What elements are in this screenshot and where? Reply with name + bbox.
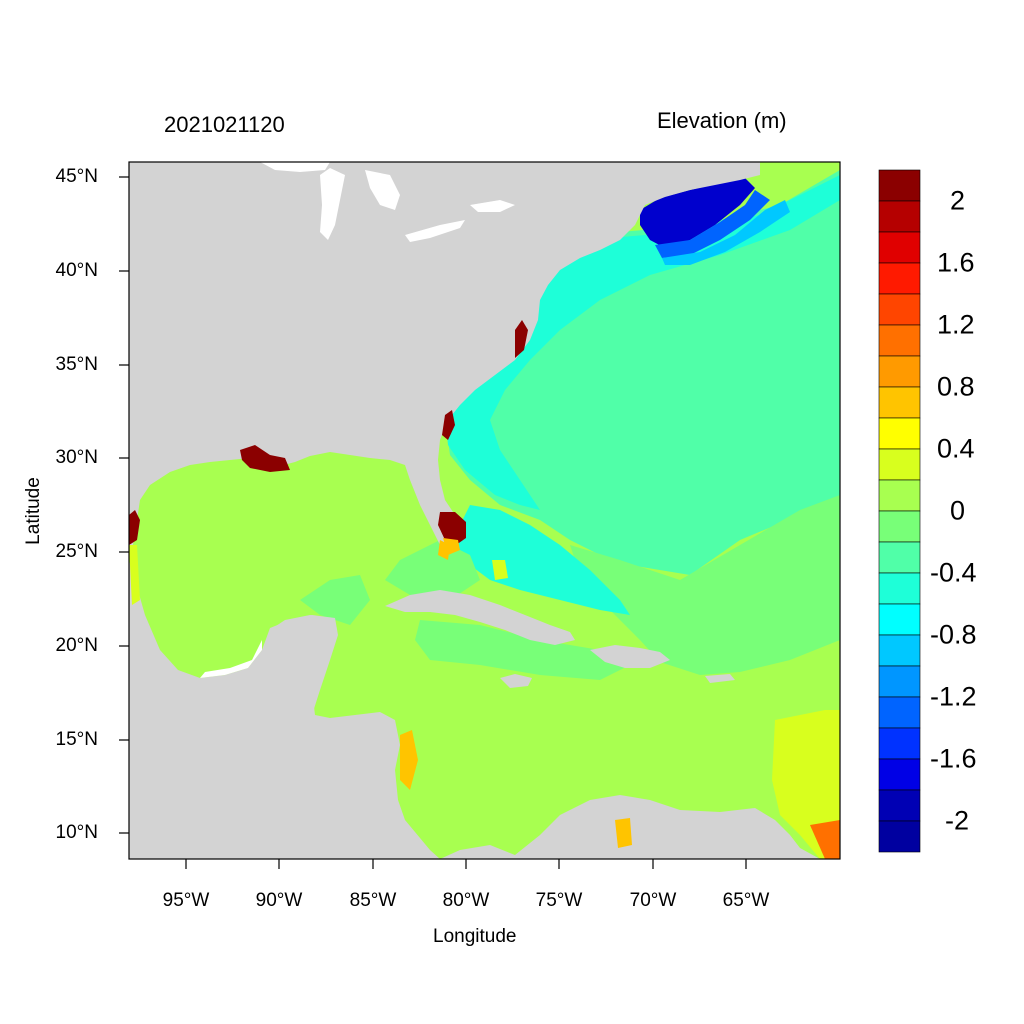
colorbar-label: 1.6 [937, 247, 975, 278]
positive-anomaly-areas [400, 538, 632, 848]
colorbar-segment [878, 324, 921, 357]
gulf-coast-white [200, 640, 262, 678]
florida-surge [438, 512, 466, 545]
yucatan-channel-patch [300, 575, 370, 625]
colorbar-segment [878, 510, 921, 543]
jamaica-land [500, 674, 532, 688]
storm-surge-areas [129, 320, 528, 545]
colorbar-label: 0 [950, 495, 966, 526]
y-tick-label: 40°N [55, 260, 98, 281]
x-tick-label: 95°W [162, 890, 210, 911]
colorbar-segment [878, 262, 921, 295]
gulf-of-maine-edge [655, 190, 770, 258]
gulf-positive [438, 540, 450, 560]
colorbar-label: -0.8 [930, 619, 977, 650]
x-tick-label: 85°W [349, 890, 397, 911]
variable-title: Elevation (m) [657, 108, 787, 133]
texas-coast-positive [129, 545, 140, 605]
colorbar-label: -2 [945, 805, 970, 836]
colorbar-segment [878, 634, 921, 667]
colorbar-label: -0.4 [930, 557, 977, 588]
plot-frame [128, 161, 841, 860]
yucatan-land [262, 615, 338, 715]
colorbar-segment [878, 386, 921, 419]
lake-michigan [320, 168, 345, 240]
colorbar-segment [878, 541, 921, 574]
y-ticks [119, 176, 129, 834]
y-tick-label: 10°N [55, 822, 98, 843]
colorbar-segment [878, 200, 921, 233]
gulf-of-maine-rim [662, 200, 790, 265]
colorbar-label: 2 [950, 185, 966, 216]
colorbar-segment [878, 820, 921, 853]
colorbar-segment [878, 665, 921, 698]
puerto-rico-land [705, 674, 735, 683]
colorbar-segment [878, 696, 921, 729]
colorbar-segment [878, 758, 921, 791]
great-lakes [200, 162, 515, 678]
bahamas-positive [492, 560, 508, 580]
colorbar [878, 169, 921, 853]
lake-erie [405, 220, 465, 242]
colorbar-segment [878, 789, 921, 822]
honduras-positive [400, 730, 418, 790]
y-tick-label: 25°N [55, 541, 98, 562]
x-tick-label: 65°W [722, 890, 770, 911]
caribbean-patch [385, 540, 480, 600]
x-tick-label: 90°W [255, 890, 303, 911]
colorbar-segment [878, 417, 921, 450]
colorbar-label: -1.2 [930, 681, 977, 712]
x-tick-label: 80°W [442, 890, 490, 911]
x-tick-label: 75°W [535, 890, 583, 911]
colorbar-segment [878, 231, 921, 264]
atlantic-south-region [570, 495, 840, 675]
bahamas-region [455, 505, 630, 615]
carolina-surge [442, 410, 455, 440]
y-tick-label: 15°N [55, 729, 98, 750]
map-plot-area [129, 162, 840, 859]
x-ticks [185, 859, 747, 869]
caribbean-central-patch [415, 620, 640, 680]
orange-anomaly-areas [810, 820, 840, 859]
lake-superior [260, 162, 330, 172]
colorbar-segment [878, 479, 921, 512]
timestamp-label: 2021021120 [164, 112, 285, 137]
colorbar-label: 0.4 [937, 433, 975, 464]
y-tick-label: 30°N [55, 447, 98, 468]
colorbar-segment [878, 603, 921, 636]
colorbar-segment [878, 727, 921, 760]
mexico-land [129, 560, 440, 859]
lake-ontario [470, 200, 515, 212]
y-axis-title: Latitude [23, 477, 44, 545]
orinoco-positive [810, 820, 840, 859]
y-tick-label: 45°N [55, 166, 98, 187]
east-coast-surge [515, 320, 528, 358]
colorbar-segment [878, 355, 921, 388]
north-america-land [129, 162, 760, 560]
colorbar-segment [878, 169, 921, 202]
venezuela-positive [615, 818, 632, 848]
antilles-positive [772, 710, 840, 859]
x-tick-label: 70°W [629, 890, 677, 911]
cuba-land [385, 590, 575, 645]
land-masses [129, 162, 820, 859]
lake-huron [365, 170, 400, 210]
hispaniola-land [590, 645, 670, 668]
colorbar-segment [878, 448, 921, 481]
small-positive-areas [129, 545, 840, 859]
colorbar-label: 1.2 [937, 309, 975, 340]
colorbar-segment [878, 572, 921, 605]
y-tick-label: 20°N [55, 635, 98, 656]
colorbar-label: -1.6 [930, 743, 977, 774]
y-tick-label: 35°N [55, 354, 98, 375]
gulf-of-maine-low [640, 178, 755, 248]
x-axis-title: Longitude [433, 926, 517, 947]
colorbar-segment [878, 293, 921, 326]
louisiana-surge [240, 445, 290, 472]
texas-surge [129, 510, 140, 545]
colorbar-label: 0.8 [937, 371, 975, 402]
